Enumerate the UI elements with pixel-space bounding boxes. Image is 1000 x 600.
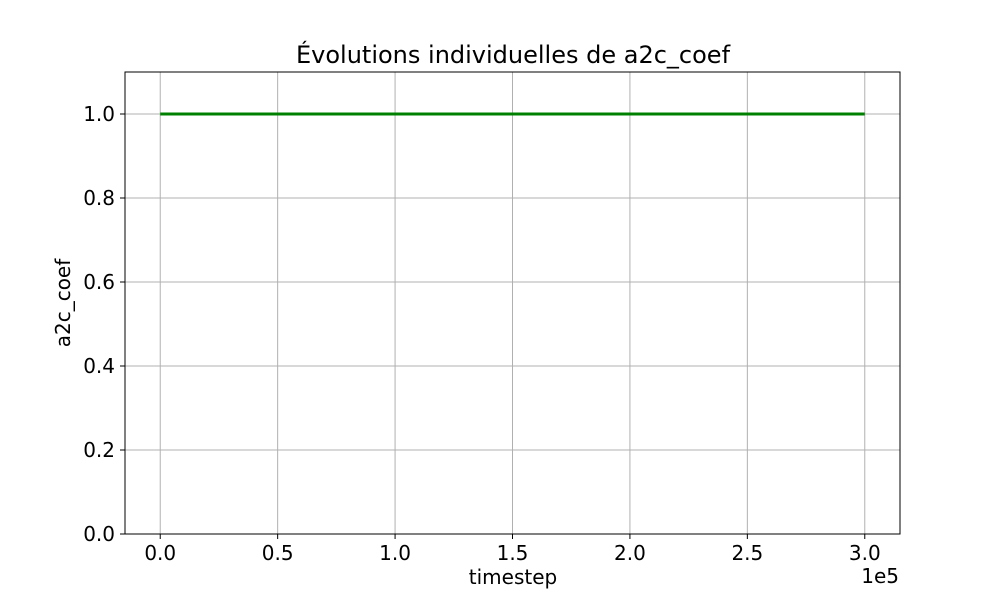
x-tick-label: 0.5 [262, 541, 294, 565]
y-tick-label: 0.6 [83, 270, 115, 294]
x-tick-label: 3.0 [849, 541, 881, 565]
chart-title: Évolutions individuelles de a2c_coef [296, 40, 731, 69]
y-tick-label: 1.0 [83, 102, 115, 126]
x-tick-label: 0.0 [144, 541, 176, 565]
y-tick-label: 0.0 [83, 522, 115, 546]
x-tick-label: 1.0 [379, 541, 411, 565]
x-axis-offset-text: 1e5 [861, 564, 899, 588]
x-axis-label: timestep [469, 565, 557, 589]
y-axis-label: a2c_coef [51, 258, 75, 348]
x-tick-label: 1.5 [497, 541, 529, 565]
x-tick-label: 2.5 [731, 541, 763, 565]
y-tick-label: 0.8 [83, 186, 115, 210]
y-tick-label: 0.4 [83, 354, 115, 378]
x-tick-label: 2.0 [614, 541, 646, 565]
x-ticks: 0.0 0.5 1.0 1.5 2.0 2.5 3.0 [144, 534, 881, 565]
y-tick-label: 0.2 [83, 438, 115, 462]
y-ticks: 0.0 0.2 0.4 0.6 0.8 1.0 [83, 102, 125, 546]
